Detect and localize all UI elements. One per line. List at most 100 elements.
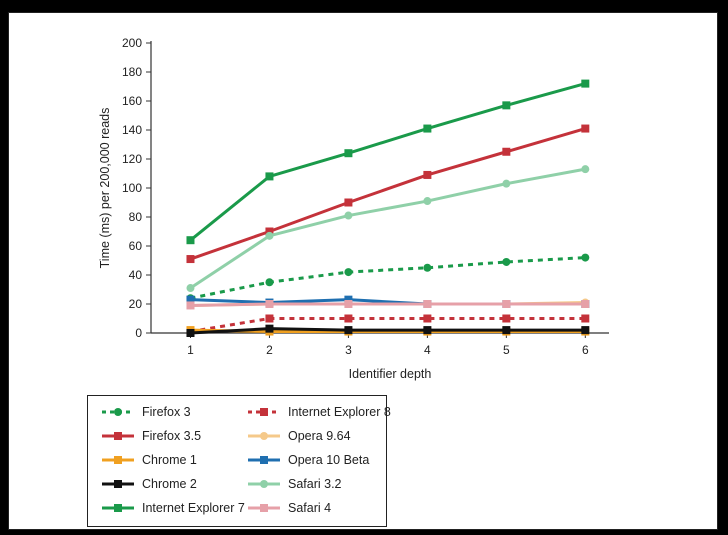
point-safari-4 (186, 301, 195, 310)
point-safari-3-2 (265, 231, 274, 240)
x-tick-label: 4 (424, 343, 431, 357)
legend-swatch (102, 432, 134, 440)
legend-swatch (248, 504, 280, 512)
legend-item-opera-9-64: Opera 9.64 (246, 426, 351, 446)
x-tick-label: 1 (187, 343, 194, 357)
point-internet-explorer-7 (502, 101, 511, 110)
point-opera-10-beta (186, 295, 195, 304)
legend-label: Opera 9.64 (288, 429, 351, 443)
y-tick-label: 20 (129, 297, 143, 311)
point-internet-explorer-8 (423, 314, 432, 323)
legend-item-chrome-1: Chrome 1 (100, 450, 197, 470)
legend-label: Opera 10 Beta (288, 453, 370, 467)
point-internet-explorer-8 (502, 314, 511, 323)
point-safari-3-2 (502, 179, 511, 188)
legend-label: Chrome 1 (142, 453, 197, 467)
point-firefox-3 (265, 278, 274, 287)
point-safari-3-2 (423, 197, 432, 206)
point-firefox-3 (581, 253, 590, 262)
y-tick-label: 0 (135, 326, 142, 340)
point-internet-explorer-8 (265, 314, 274, 323)
x-tick-label: 3 (345, 343, 352, 357)
legend-label: Internet Explorer 8 (288, 405, 391, 419)
point-firefox-3-5 (581, 124, 590, 133)
series-line-safari-3-2 (189, 167, 586, 290)
point-opera-10-beta (344, 295, 353, 304)
point-internet-explorer-7 (265, 172, 274, 181)
point-safari-4 (265, 300, 274, 308)
legend-swatch (248, 456, 280, 464)
legend-label: Safari 3.2 (288, 477, 342, 491)
y-tick-label: 120 (122, 152, 142, 166)
y-tick-label: 140 (122, 123, 142, 137)
point-safari-3-2 (581, 165, 590, 174)
legend-label: Internet Explorer 7 (142, 501, 245, 515)
x-axis-title: Identifier depth (349, 367, 432, 381)
legend-label: Firefox 3.5 (142, 429, 202, 443)
legend-swatch (248, 480, 280, 488)
point-firefox-3 (502, 257, 511, 266)
legend-item-chrome-2: Chrome 2 (100, 474, 197, 494)
point-safari-4 (344, 300, 353, 308)
chart-frame: 0 20 40 60 80 100 120 140 160 180 200 1 2 3 4 5 6 Identif… (8, 12, 718, 530)
series-line-safari-4 (190, 302, 586, 307)
point-internet-explorer-8 (344, 314, 353, 323)
point-internet-explorer-7 (344, 149, 353, 158)
y-tick-label: 160 (122, 94, 142, 108)
series-line-internet-explorer-8 (190, 317, 586, 334)
point-chrome-2 (581, 326, 590, 335)
point-firefox-3-5 (502, 147, 511, 156)
y-tick-label: 80 (129, 210, 143, 224)
legend-label: Safari 4 (288, 501, 332, 515)
legend-item-safari-4: Safari 4 (246, 498, 331, 518)
legend-item-opera-10-beta: Opera 10 Beta (246, 450, 369, 470)
point-firefox-3-5 (186, 255, 195, 264)
point-safari-3-2 (186, 284, 195, 293)
legend-label: Chrome 2 (142, 477, 197, 491)
point-chrome-2 (502, 326, 511, 335)
legend-item-firefox-3-5: Firefox 3.5 (100, 426, 201, 446)
y-axis-title: Time (ms) per 200,000 reads (98, 108, 112, 269)
legend-label: Firefox 3 (142, 405, 191, 419)
legend-swatch (102, 504, 134, 512)
legend-swatch (102, 480, 134, 488)
point-chrome-2 (344, 326, 353, 335)
point-safari-4 (423, 300, 432, 308)
line-chart: 0 20 40 60 80 100 120 140 160 180 200 1 2 3 4 5 6 Identif… (98, 36, 609, 381)
legend-item-internet-explorer-7: Internet Explorer 7 (100, 498, 245, 518)
y-tick-label: 40 (129, 268, 143, 282)
legend-item-firefox-3: Firefox 3 (100, 402, 191, 422)
legend-swatch (248, 408, 280, 416)
y-tick-label: 180 (122, 65, 142, 79)
y-tick-label: 100 (122, 181, 142, 195)
legend-swatch (102, 456, 134, 464)
point-internet-explorer-7 (423, 124, 432, 133)
y-tick-label: 200 (122, 36, 142, 50)
x-tick-label: 5 (503, 343, 510, 357)
x-tick-label: 2 (266, 343, 273, 357)
legend-item-internet-explorer-8: Internet Explorer 8 (246, 402, 391, 422)
series-line-internet-explorer-7 (189, 82, 586, 242)
point-firefox-3-5 (265, 227, 274, 236)
point-safari-4 (502, 300, 511, 308)
point-chrome-2 (265, 324, 274, 333)
point-safari-4 (581, 300, 590, 308)
point-firefox-3 (344, 268, 353, 277)
point-chrome-2 (186, 329, 195, 337)
point-firefox-3 (423, 263, 432, 272)
y-tick-label: 60 (129, 239, 143, 253)
x-tick-label: 6 (582, 343, 589, 357)
series-line-firefox-3-5 (189, 127, 586, 261)
point-firefox-3-5 (423, 170, 432, 179)
point-internet-explorer-7 (581, 79, 590, 88)
point-safari-3-2 (344, 211, 353, 220)
point-chrome-2 (423, 326, 432, 335)
series-line-chrome-2 (190, 327, 586, 335)
series-line-firefox-3 (190, 256, 586, 300)
legend-item-safari-3-2: Safari 3.2 (246, 474, 342, 494)
point-firefox-3-5 (344, 198, 353, 207)
legend-swatch (248, 432, 280, 440)
point-internet-explorer-8 (581, 314, 590, 323)
point-internet-explorer-7 (186, 236, 195, 245)
legend: Firefox 3 Internet Explorer 8 Firefox 3.5 O… (87, 395, 391, 527)
